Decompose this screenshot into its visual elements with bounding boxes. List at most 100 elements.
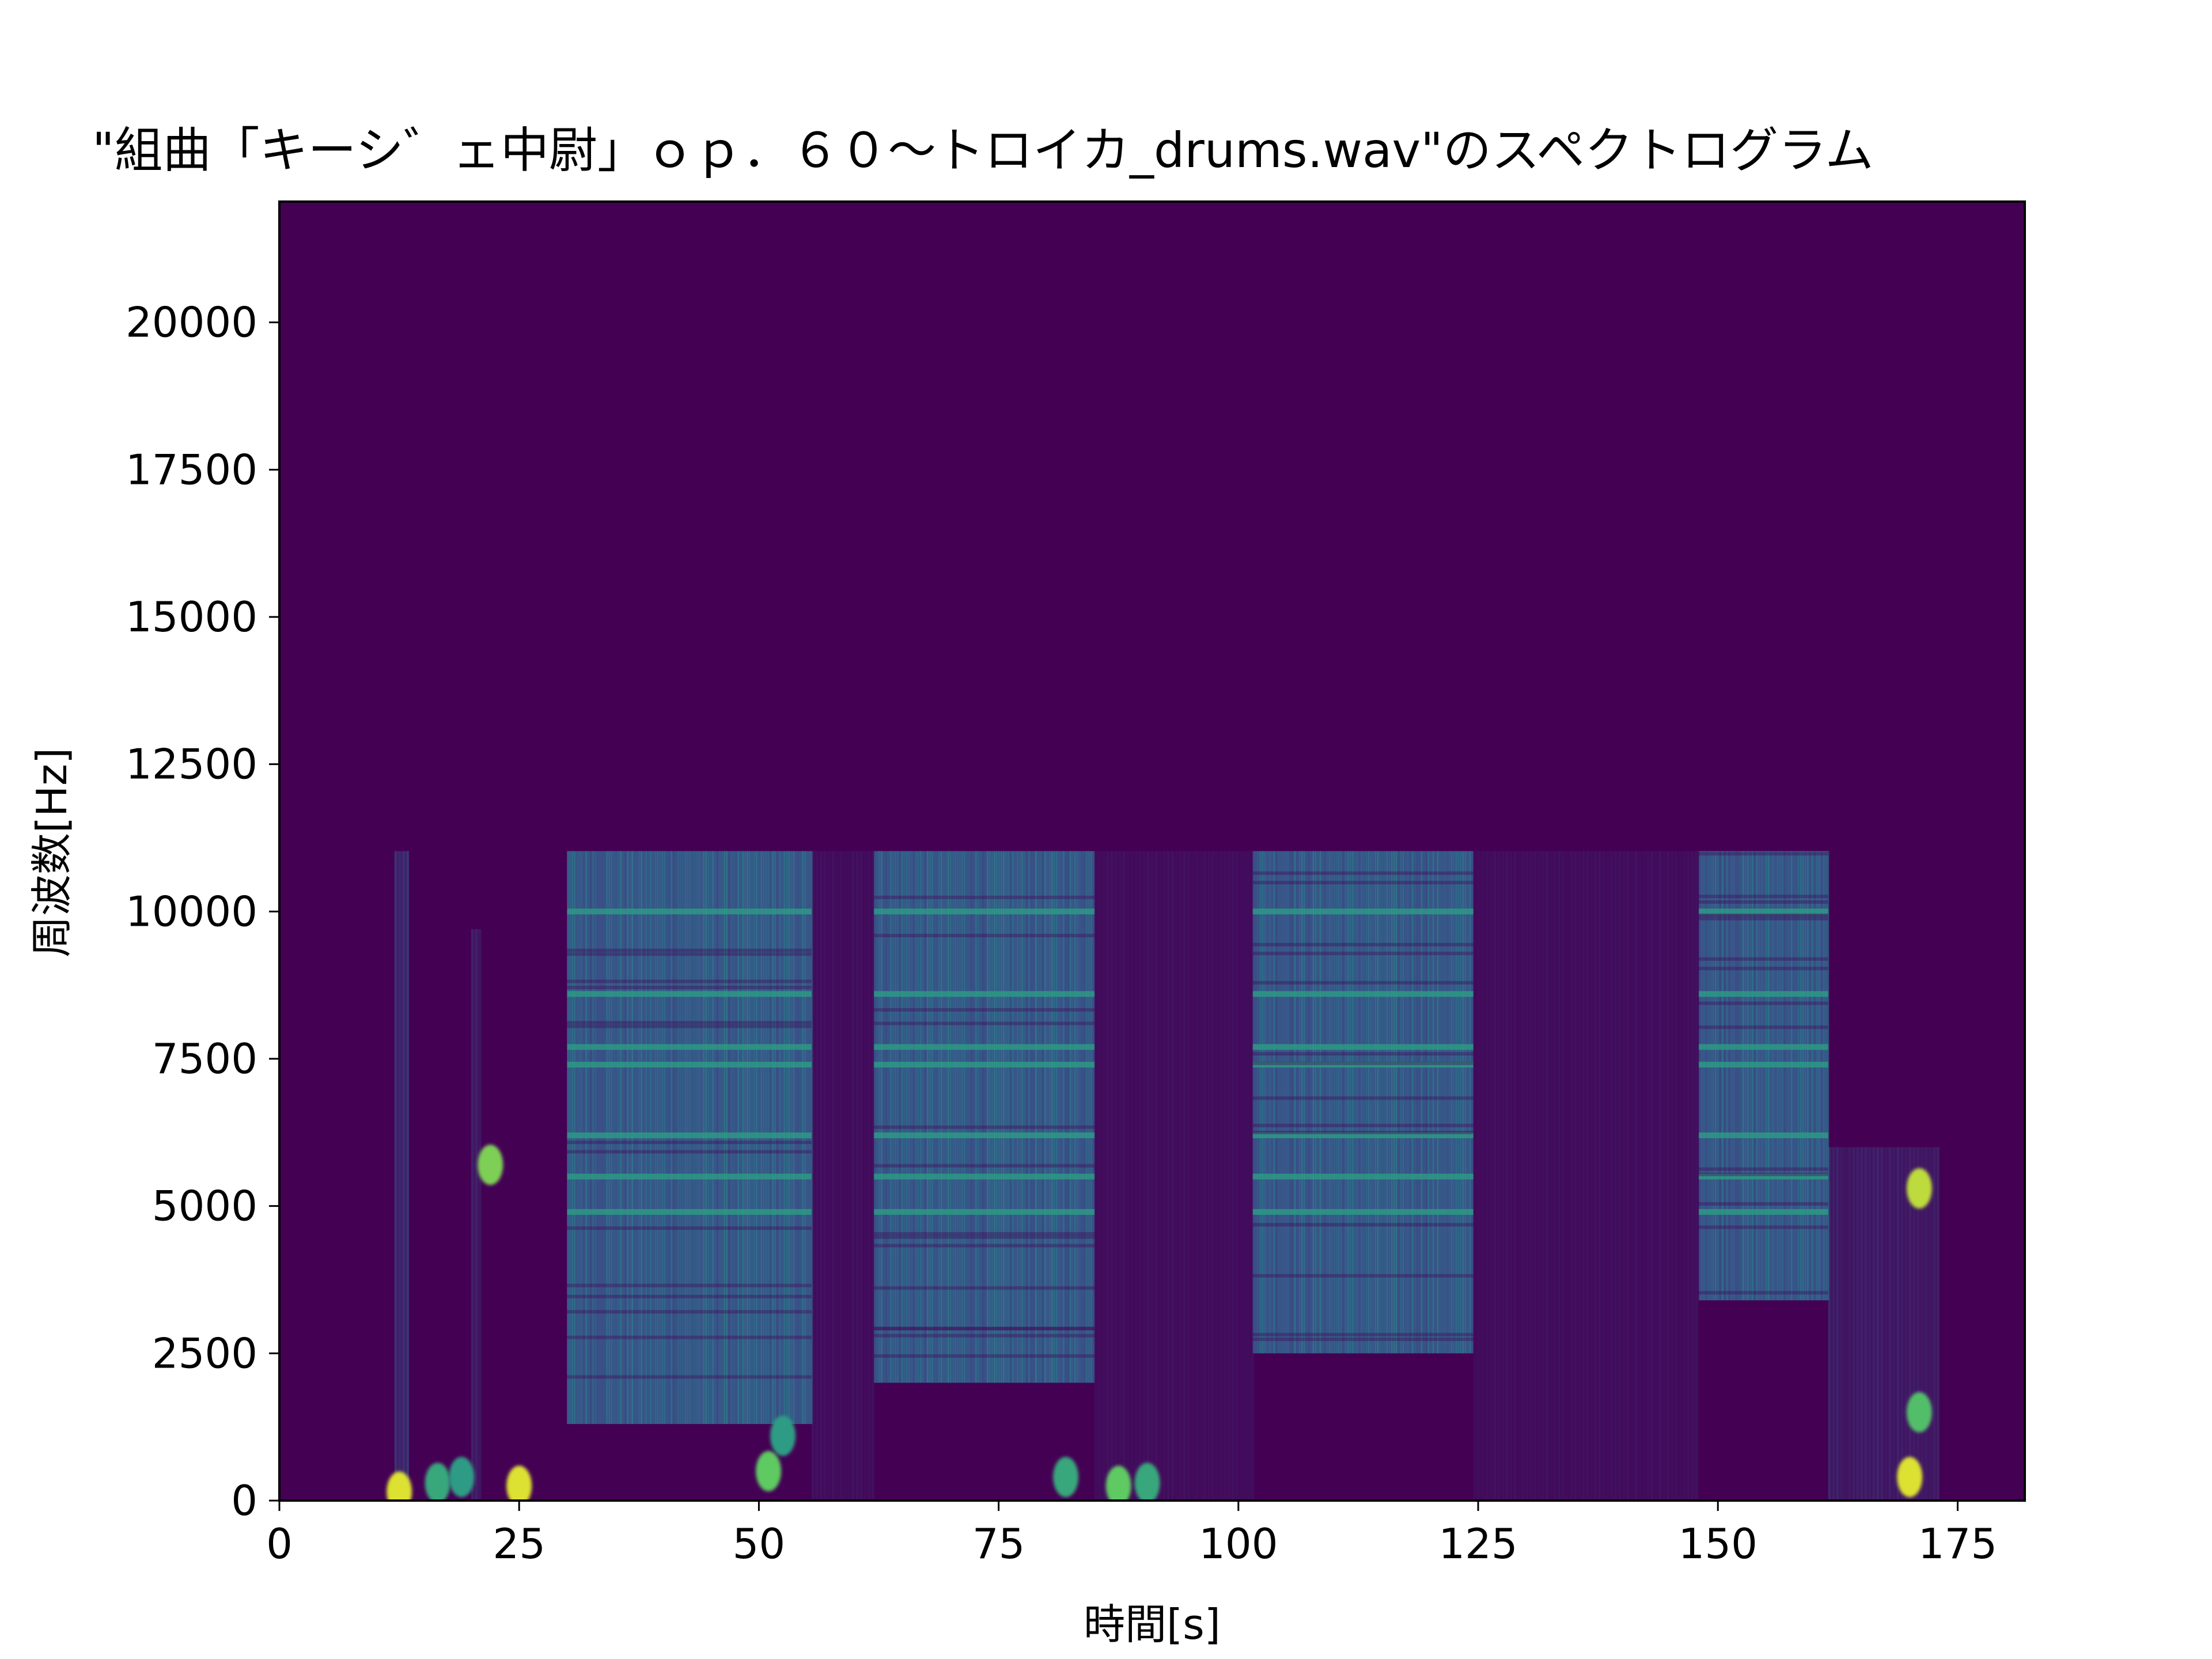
bright-spot-6 [770, 1415, 796, 1456]
faint-segment-4-frame [1497, 851, 1500, 1501]
active-segment-1-frame [973, 851, 975, 1383]
active-segment-3-frame [1730, 851, 1733, 1301]
faint-segment-2-frame [847, 851, 851, 1501]
active-segment-0-gap [567, 1310, 812, 1314]
active-segment-2-frame [1384, 851, 1386, 1354]
active-segment-1-frame [936, 851, 938, 1383]
active-segment-2-frame [1296, 851, 1298, 1354]
faint-segment-2-base [811, 851, 874, 1501]
active-segment-2-frame [1285, 851, 1287, 1354]
faint-segment-5-frame [1844, 1147, 1847, 1501]
active-segment-2-frame [1271, 851, 1273, 1354]
faint-segment-4-frame [1634, 851, 1637, 1501]
active-segment-3-frame [1728, 851, 1730, 1301]
active-segment-1-frame [971, 851, 972, 1383]
bright-spot-12 [1906, 1168, 1932, 1209]
active-segment-3-frame [1827, 851, 1830, 1301]
active-segment-3-frame [1797, 851, 1800, 1301]
faint-segment-5-frame [1880, 1147, 1883, 1501]
active-segment-1-frame [895, 851, 896, 1383]
faint-segment-5-frame [1856, 1147, 1859, 1501]
active-segment-1-frame [1033, 851, 1035, 1383]
active-segment-2-frame [1391, 851, 1393, 1354]
active-segment-2-frame [1404, 851, 1407, 1354]
faint-segment-3-frame [1224, 851, 1226, 1501]
faint-segment-4-frame [1521, 851, 1524, 1501]
active-segment-2-frame [1326, 851, 1328, 1354]
faint-segment-4-frame [1558, 851, 1560, 1501]
faint-segment-2-frame [843, 851, 847, 1501]
active-segment-0-gap [567, 952, 812, 956]
active-segment-1-frame [874, 851, 876, 1383]
active-segment-3-gap [1698, 1167, 1828, 1171]
active-segment-1-frame [1028, 851, 1030, 1383]
faint-segment-5-frame [1933, 1147, 1936, 1501]
faint-segment-5-frame [1892, 1147, 1895, 1501]
active-segment-2-frame [1338, 851, 1340, 1354]
active-segment-1-frame [1070, 851, 1071, 1383]
active-segment-3-frame [1818, 851, 1820, 1301]
faint-segment-2 [811, 851, 875, 1501]
faint-segment-4-frame [1529, 851, 1532, 1501]
active-segment-0-harmonic-band [567, 991, 812, 997]
active-segment-2-frame [1372, 851, 1374, 1354]
faint-segment-4 [1473, 851, 1699, 1501]
faint-segment-4-frame [1679, 851, 1681, 1501]
active-segment-3-frame [1710, 851, 1712, 1301]
faint-segment-3-frame [1159, 851, 1162, 1501]
active-segment-1-frame [1021, 851, 1023, 1383]
faint-segment-5-frame [1904, 1147, 1907, 1501]
active-segment-2-frame [1411, 851, 1414, 1354]
active-segment-2-frame [1262, 851, 1264, 1354]
x-tick-label: 150 [1679, 1520, 1758, 1568]
x-tick-label: 50 [733, 1520, 786, 1568]
faint-segment-4-frame [1626, 851, 1629, 1501]
active-segment-1-frame [1040, 851, 1041, 1383]
active-segment-1-frame [1093, 851, 1094, 1383]
faint-segment-3-frame [1155, 851, 1158, 1501]
faint-segment-4-frame [1683, 851, 1685, 1501]
active-segment-1-frame [1014, 851, 1016, 1383]
active-segment-1-harmonic-band [874, 1044, 1095, 1050]
active-segment-1-gap [874, 1235, 1095, 1239]
x-tick-label: 75 [972, 1520, 1025, 1568]
active-segment-3-gap [1698, 1291, 1828, 1295]
active-segment-2-gap [1252, 952, 1474, 956]
active-segment-1-frame [1010, 851, 1012, 1383]
faint-segment-4-frame [1622, 851, 1625, 1501]
active-segment-2-frame [1280, 851, 1282, 1354]
active-segment-1-frame [982, 851, 984, 1383]
faint-segment-4-frame [1477, 851, 1480, 1501]
faint-segment-2-frame [851, 851, 855, 1501]
faint-segment-2-frame [823, 851, 827, 1501]
faint-segment-4-frame [1691, 851, 1694, 1501]
active-segment-1-frame [994, 851, 995, 1383]
active-segment-2-frame [1319, 851, 1321, 1354]
faint-segment-4-frame [1537, 851, 1540, 1501]
active-segment-2-frame [1291, 851, 1294, 1354]
active-segment-2-frame [1460, 851, 1462, 1354]
active-segment-2-frame [1289, 851, 1291, 1354]
active-segment-3-frame [1781, 851, 1783, 1301]
faint-segment-4-frame [1650, 851, 1653, 1501]
y-tick-label: 12500 [126, 740, 257, 789]
active-segment-2-frame [1441, 851, 1444, 1354]
faint-segment-3-frame [1183, 851, 1186, 1501]
active-segment-3-base [1698, 851, 1828, 1301]
active-segment-2-frame [1386, 851, 1388, 1354]
faint-segment-0-frame [398, 851, 401, 1501]
bright-spot-4 [506, 1465, 532, 1501]
faint-segment-5 [1828, 1147, 1940, 1501]
active-segment-1-frame [1005, 851, 1007, 1383]
active-segment-2-frame [1379, 851, 1381, 1354]
faint-segment-4-frame [1554, 851, 1556, 1501]
active-segment-1-frame [959, 851, 961, 1383]
faint-segment-5-frame [1860, 1147, 1863, 1501]
active-segment-1-frame [1072, 851, 1074, 1383]
active-segment-2-frame [1397, 851, 1400, 1354]
active-segment-2-frame [1264, 851, 1266, 1354]
active-segment-1-gap [874, 1244, 1095, 1248]
active-segment-2-frame [1315, 851, 1317, 1354]
active-segment-3-frame [1737, 851, 1740, 1301]
active-segment-3-frame [1735, 851, 1737, 1301]
